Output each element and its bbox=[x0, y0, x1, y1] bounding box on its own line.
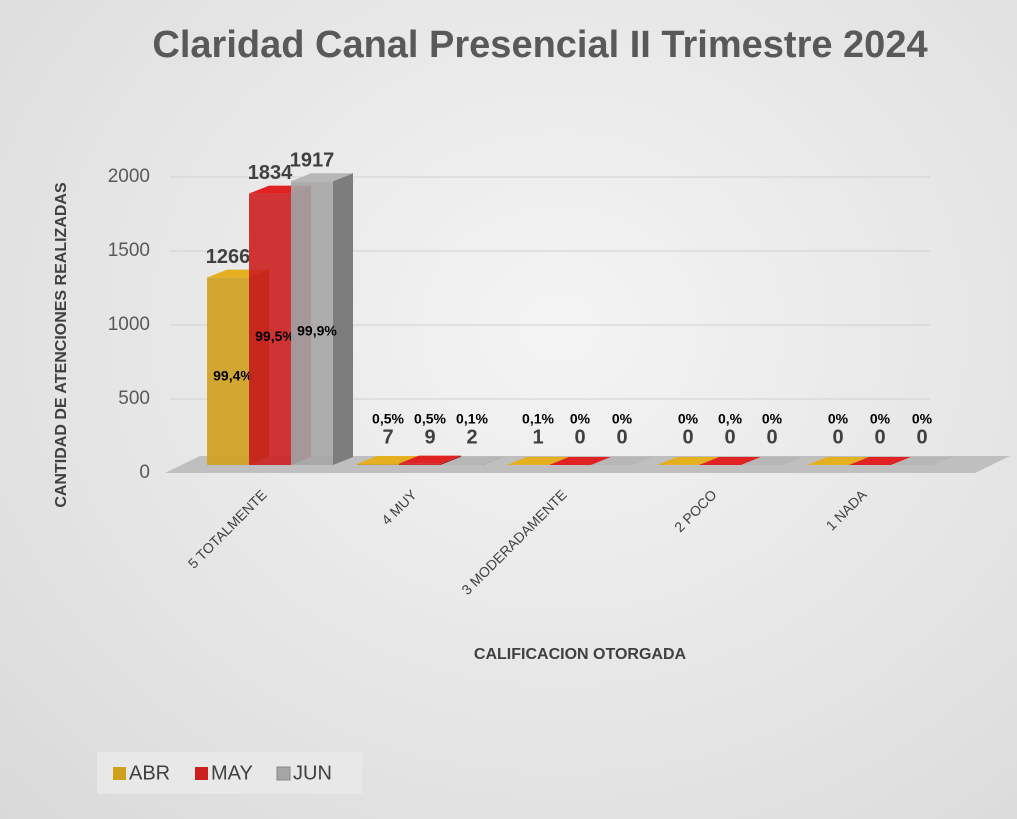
percent-label: 0% bbox=[612, 411, 633, 427]
percent-label: 0% bbox=[828, 411, 849, 427]
y-axis-title: CANTIDAD DE ATENCIONES REALIZADAS bbox=[53, 182, 70, 508]
bar-side bbox=[549, 456, 569, 465]
bar-top bbox=[849, 457, 911, 465]
y-tick-label: 0 bbox=[139, 462, 150, 483]
legend-swatch bbox=[113, 767, 126, 780]
percent-label: 99,5% bbox=[255, 328, 295, 344]
y-tick-label: 2000 bbox=[108, 166, 150, 187]
value-label: 9 bbox=[424, 426, 435, 448]
y-tick-label: 1500 bbox=[108, 240, 150, 261]
value-label: 0 bbox=[766, 426, 777, 448]
value-label: 0 bbox=[682, 426, 693, 448]
percent-label: 0,% bbox=[718, 411, 743, 427]
x-tick-label: 4 MUY bbox=[378, 486, 420, 528]
percent-label: 0,5% bbox=[372, 411, 404, 427]
value-label: 0 bbox=[574, 426, 585, 448]
legend-label: JUN bbox=[293, 762, 332, 784]
bar-top bbox=[399, 455, 461, 464]
bar-top bbox=[699, 457, 761, 465]
value-label: 0 bbox=[724, 426, 735, 448]
value-label: 7 bbox=[382, 426, 393, 448]
x-axis-title: CALIFICACION OTORGADA bbox=[474, 646, 687, 663]
legend-box bbox=[97, 752, 362, 794]
value-label: 0 bbox=[832, 426, 843, 448]
bar-side bbox=[483, 456, 503, 465]
bar bbox=[291, 181, 333, 465]
legend-swatch bbox=[195, 767, 208, 780]
chart-title: Claridad Canal Presencial II Trimestre 2… bbox=[152, 24, 928, 66]
value-label: 1834 bbox=[248, 162, 293, 184]
legend-label: ABR bbox=[129, 762, 170, 784]
x-tick-label: 3 MODERADAMENTE bbox=[458, 486, 569, 597]
value-label: 1266 bbox=[206, 246, 251, 268]
y-tick-label: 500 bbox=[118, 388, 150, 409]
bar bbox=[399, 463, 441, 465]
bar-side bbox=[333, 173, 353, 465]
bar-top bbox=[741, 457, 803, 465]
percent-label: 99,9% bbox=[297, 322, 337, 338]
x-tick-label: 2 POCO bbox=[671, 486, 720, 535]
percent-label: 0,1% bbox=[522, 411, 554, 427]
bar-side bbox=[441, 455, 461, 465]
percent-label: 0% bbox=[762, 411, 783, 427]
bar-top bbox=[891, 457, 953, 465]
bar-top bbox=[807, 457, 869, 465]
percent-label: 99,4% bbox=[213, 368, 253, 384]
x-tick-label: 5 TOTALMENTE bbox=[185, 486, 270, 571]
percent-label: 0% bbox=[570, 411, 591, 427]
value-label: 0 bbox=[916, 426, 927, 448]
value-label: 2 bbox=[466, 426, 477, 448]
bar-top bbox=[291, 173, 353, 182]
percent-label: 0% bbox=[870, 411, 891, 427]
bar-top bbox=[507, 456, 569, 465]
bar-top bbox=[441, 456, 503, 465]
x-tick-label: 1 NADA bbox=[823, 486, 871, 534]
value-label: 1 bbox=[532, 426, 543, 448]
value-label: 0 bbox=[874, 426, 885, 448]
percent-label: 0,1% bbox=[456, 411, 488, 427]
bar bbox=[357, 463, 399, 465]
bar-top bbox=[591, 457, 653, 465]
percent-label: 0% bbox=[912, 411, 933, 427]
legend-swatch bbox=[276, 766, 291, 781]
bar bbox=[207, 277, 249, 465]
value-label: 1917 bbox=[290, 150, 335, 172]
percent-label: 0% bbox=[678, 411, 699, 427]
bar-top bbox=[657, 457, 719, 465]
value-label: 0 bbox=[616, 426, 627, 448]
legend-label: MAY bbox=[211, 762, 253, 784]
y-tick-label: 1000 bbox=[108, 314, 150, 335]
bar-top bbox=[549, 457, 611, 465]
percent-label: 0,5% bbox=[414, 411, 446, 427]
bar bbox=[249, 193, 291, 465]
